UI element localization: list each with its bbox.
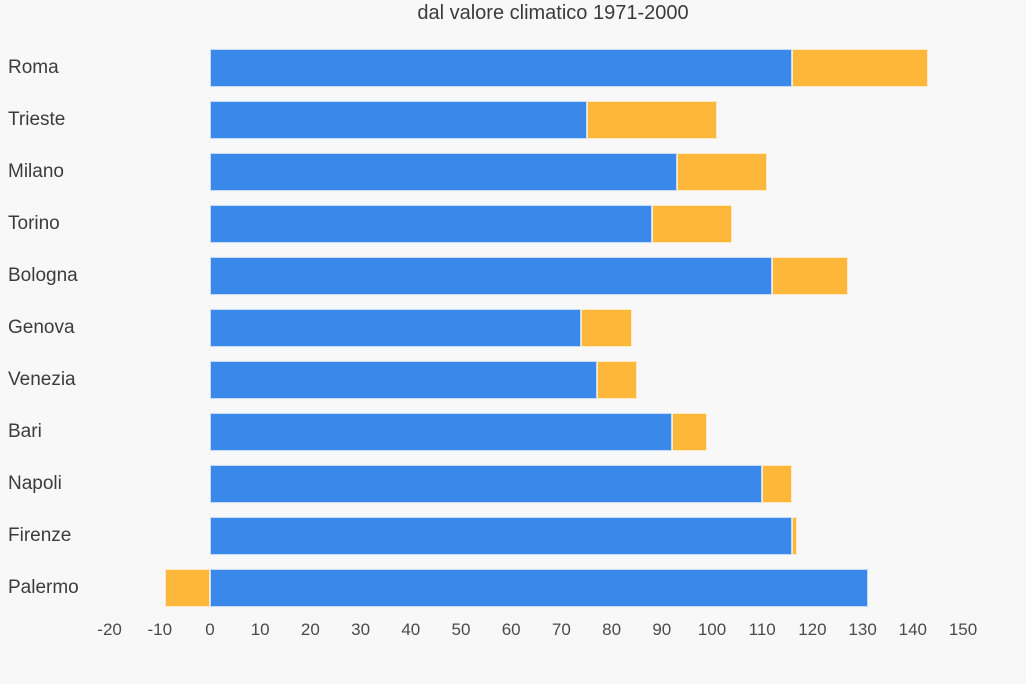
y-axis-label-bologna: Bologna [8, 265, 78, 286]
x-axis-tick--10: -10 [147, 620, 173, 639]
y-axis-label-torino: Torino [8, 213, 60, 234]
y-axis-label-firenze: Firenze [8, 525, 72, 546]
bar-segment-blue-genova [210, 309, 582, 347]
bar-segment-orange-bologna [772, 257, 848, 295]
bar-segment-orange-torino [651, 205, 733, 243]
y-axis-label-bari: Bari [8, 421, 42, 442]
x-axis-tick-0: 0 [205, 620, 215, 639]
y-axis-label-roma: Roma [8, 57, 59, 78]
bar-segment-orange-roma [792, 49, 928, 87]
bar-segment-blue-bari [210, 413, 672, 451]
bar-segment-orange-firenze [792, 517, 798, 555]
bar-segment-orange-venezia [596, 361, 637, 399]
x-axis-tick-70: 70 [551, 620, 571, 639]
chart-title: dal valore climatico 1971-2000 [417, 2, 689, 24]
y-axis-label-trieste: Trieste [8, 109, 66, 130]
bar-segment-blue-palermo [210, 569, 868, 607]
bar-segment-orange-palermo [164, 569, 210, 607]
x-axis-tick-140: 140 [898, 620, 927, 639]
x-axis-tick-90: 90 [652, 620, 672, 639]
x-axis-tick-10: 10 [250, 620, 270, 639]
bar-segment-orange-genova [581, 309, 632, 347]
x-axis-tick-50: 50 [451, 620, 471, 639]
x-axis-tick-110: 110 [748, 620, 776, 639]
bar-segment-blue-roma [210, 49, 793, 87]
y-axis-label-genova: Genova [8, 317, 75, 338]
x-axis-tick-150: 150 [948, 620, 978, 639]
y-axis-label-palermo: Palermo [8, 577, 79, 598]
y-axis-label-napoli: Napoli [8, 473, 62, 494]
bar-segment-orange-napoli [762, 465, 793, 503]
bar-segment-blue-venezia [210, 361, 597, 399]
x-axis-tick-120: 120 [798, 620, 827, 639]
bar-segment-orange-milano [676, 153, 768, 191]
x-axis-tick-30: 30 [351, 620, 371, 639]
bar-segment-blue-trieste [210, 101, 587, 139]
y-axis-label-venezia: Venezia [8, 369, 76, 390]
bar-segment-orange-trieste [586, 101, 718, 139]
bar-segment-blue-torino [210, 205, 652, 243]
x-axis-tick--20: -20 [97, 620, 122, 639]
x-axis-tick-60: 60 [501, 620, 521, 639]
x-axis-tick-80: 80 [602, 620, 622, 639]
x-axis-tick-130: 130 [848, 620, 877, 639]
bar-segment-orange-bari [671, 413, 707, 451]
x-axis-tick-20: 20 [300, 620, 320, 639]
bar-segment-blue-napoli [210, 465, 763, 503]
bar-segment-blue-bologna [210, 257, 773, 295]
x-axis-tick-40: 40 [401, 620, 421, 639]
x-axis-tick-100: 100 [697, 620, 727, 639]
y-axis-label-milano: Milano [8, 161, 64, 182]
bar-segment-blue-firenze [210, 517, 793, 555]
bar-segment-blue-milano [210, 153, 677, 191]
